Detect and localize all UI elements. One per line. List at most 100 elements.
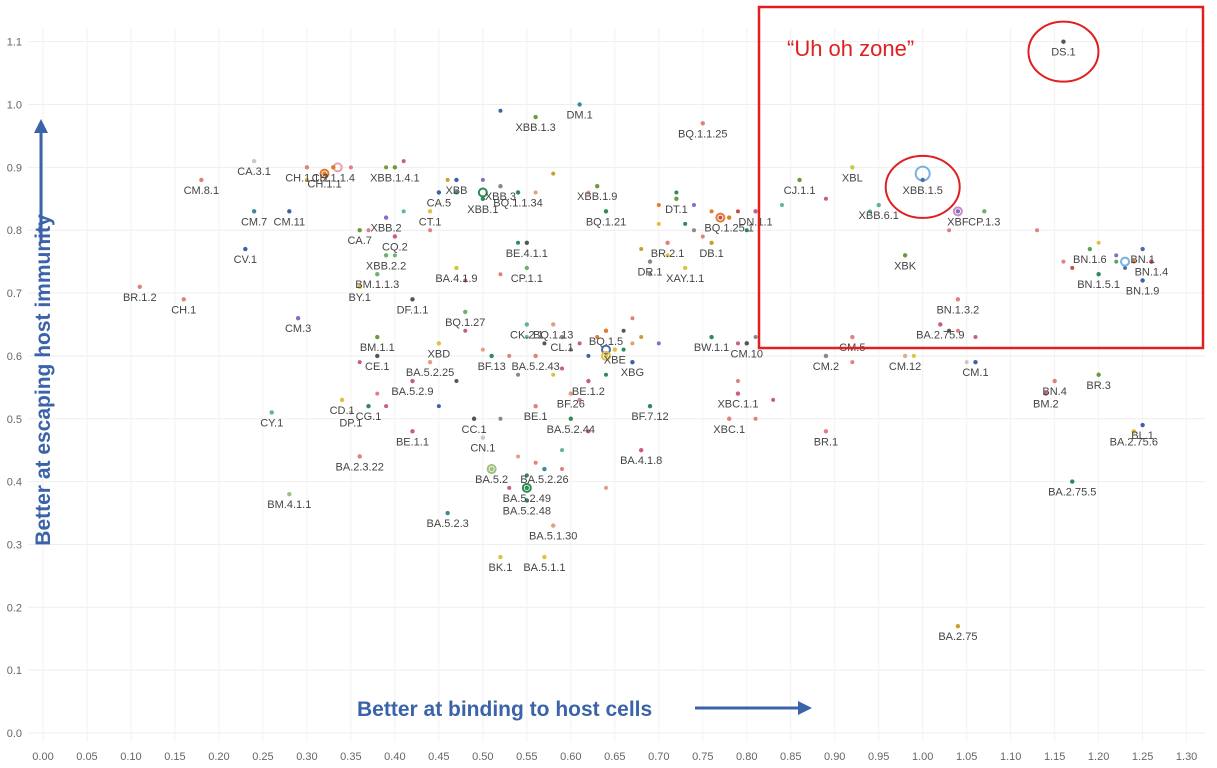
data-point (973, 335, 978, 340)
point-label: CQ.2 (382, 241, 408, 253)
point-label: BQ.1.1.34 (493, 197, 543, 209)
x-tick-label: 0.00 (32, 751, 53, 763)
point-label: CM.7 (241, 216, 267, 228)
y-tick-label: 0.8 (7, 225, 22, 237)
data-point (560, 467, 565, 472)
data-point (384, 404, 389, 409)
point-label: BA.2.75.5 (1048, 487, 1096, 499)
point-label: CM.3 (285, 323, 311, 335)
point-label: CK.2.1 (510, 329, 544, 341)
point-label: BN.1.9 (1126, 285, 1160, 297)
data-point (410, 378, 415, 384)
point-label: XBB (445, 185, 467, 197)
point-label: CA.7 (347, 235, 371, 247)
y-tick-label: 0.6 (7, 351, 22, 363)
data-point-ring (601, 350, 612, 361)
data-point-ring (715, 212, 726, 223)
data-point (630, 359, 635, 365)
y-tick-label: 1.1 (7, 37, 22, 49)
data-point (463, 278, 468, 283)
data-point (1131, 429, 1137, 434)
data-point (339, 397, 345, 403)
point-label: BA.5.2.49 (503, 493, 551, 505)
data-point (665, 240, 670, 245)
data-point (454, 379, 459, 384)
data-point (955, 209, 961, 214)
point-label: DT.1 (665, 204, 688, 216)
data-point (682, 265, 688, 271)
data-point (515, 190, 521, 195)
data-point-ring (601, 344, 612, 355)
point-label: BF.13 (478, 361, 506, 373)
point-label: BA.5.2.9 (391, 386, 433, 398)
data-point (480, 435, 486, 440)
x-tick-label: 0.40 (384, 751, 405, 763)
point-label: XBK (894, 260, 917, 272)
data-point (463, 309, 468, 315)
data-point (621, 347, 626, 352)
data-point (639, 335, 644, 340)
data-point (691, 203, 696, 208)
data-point (797, 177, 802, 183)
point-label: CL.1 (550, 342, 573, 354)
data-point (243, 246, 248, 252)
data-point (401, 209, 406, 214)
data-point (524, 498, 530, 503)
data-point (911, 353, 916, 358)
point-label: XBE (604, 355, 626, 367)
point-label: CP.1.3 (968, 216, 1000, 228)
point-label: DB.1 (699, 248, 723, 260)
x-tick-label: 1.15 (1044, 751, 1065, 763)
data-point (489, 466, 494, 472)
point-label: BA.5.2.43 (511, 361, 559, 373)
data-point (665, 253, 670, 258)
data-point (454, 265, 459, 271)
point-label: BF.7.12 (631, 411, 668, 423)
data-point (630, 316, 635, 321)
data-point (1131, 259, 1136, 264)
data-point (982, 209, 987, 214)
data-point (533, 403, 538, 409)
point-label: BM.1.1 (360, 342, 395, 354)
data-point (726, 416, 732, 421)
point-label: BN.1 (1130, 254, 1154, 266)
data-point (577, 102, 582, 107)
data-point (604, 485, 609, 490)
data-point (269, 410, 274, 415)
y-tick-label: 0.0 (7, 728, 22, 740)
point-label: BQ.1.27 (445, 317, 485, 329)
data-point (427, 359, 433, 365)
data-point (533, 190, 538, 195)
point-label: XBD (428, 348, 451, 360)
point-label: BA.2.75 (938, 631, 977, 643)
data-point-ring (1120, 256, 1131, 267)
point-label: BE.1.2 (572, 386, 605, 398)
x-tick-label: 0.45 (428, 751, 449, 763)
data-point (753, 335, 758, 340)
point-label: CP.1.1 (511, 273, 543, 285)
point-label: CG.1 (356, 411, 382, 423)
data-point (524, 265, 530, 271)
data-point (401, 159, 406, 164)
data-point (1149, 259, 1154, 264)
point-label: BN.1.5.1 (1077, 279, 1120, 291)
data-point (876, 202, 881, 208)
point-label: BA.2.75.6 (1110, 436, 1158, 448)
data-point (357, 228, 362, 233)
data-point (559, 334, 565, 340)
uh-oh-zone-label: “Uh oh zone” (787, 36, 914, 61)
point-label: CT.1 (419, 216, 442, 228)
data-point (1061, 259, 1066, 264)
data-point (1061, 39, 1066, 44)
data-point (137, 284, 142, 289)
x-axis-title: Better at binding to host cells (357, 698, 652, 721)
point-label: BQ.1.5 (589, 336, 623, 348)
data-point (181, 297, 186, 302)
data-point (1096, 240, 1101, 245)
x-tick-label: 0.55 (516, 751, 537, 763)
data-point (454, 177, 459, 183)
point-label: DR.1 (637, 267, 662, 279)
data-point (498, 554, 503, 560)
x-tick-label: 0.70 (648, 751, 669, 763)
y-axis-arrow (34, 119, 48, 243)
